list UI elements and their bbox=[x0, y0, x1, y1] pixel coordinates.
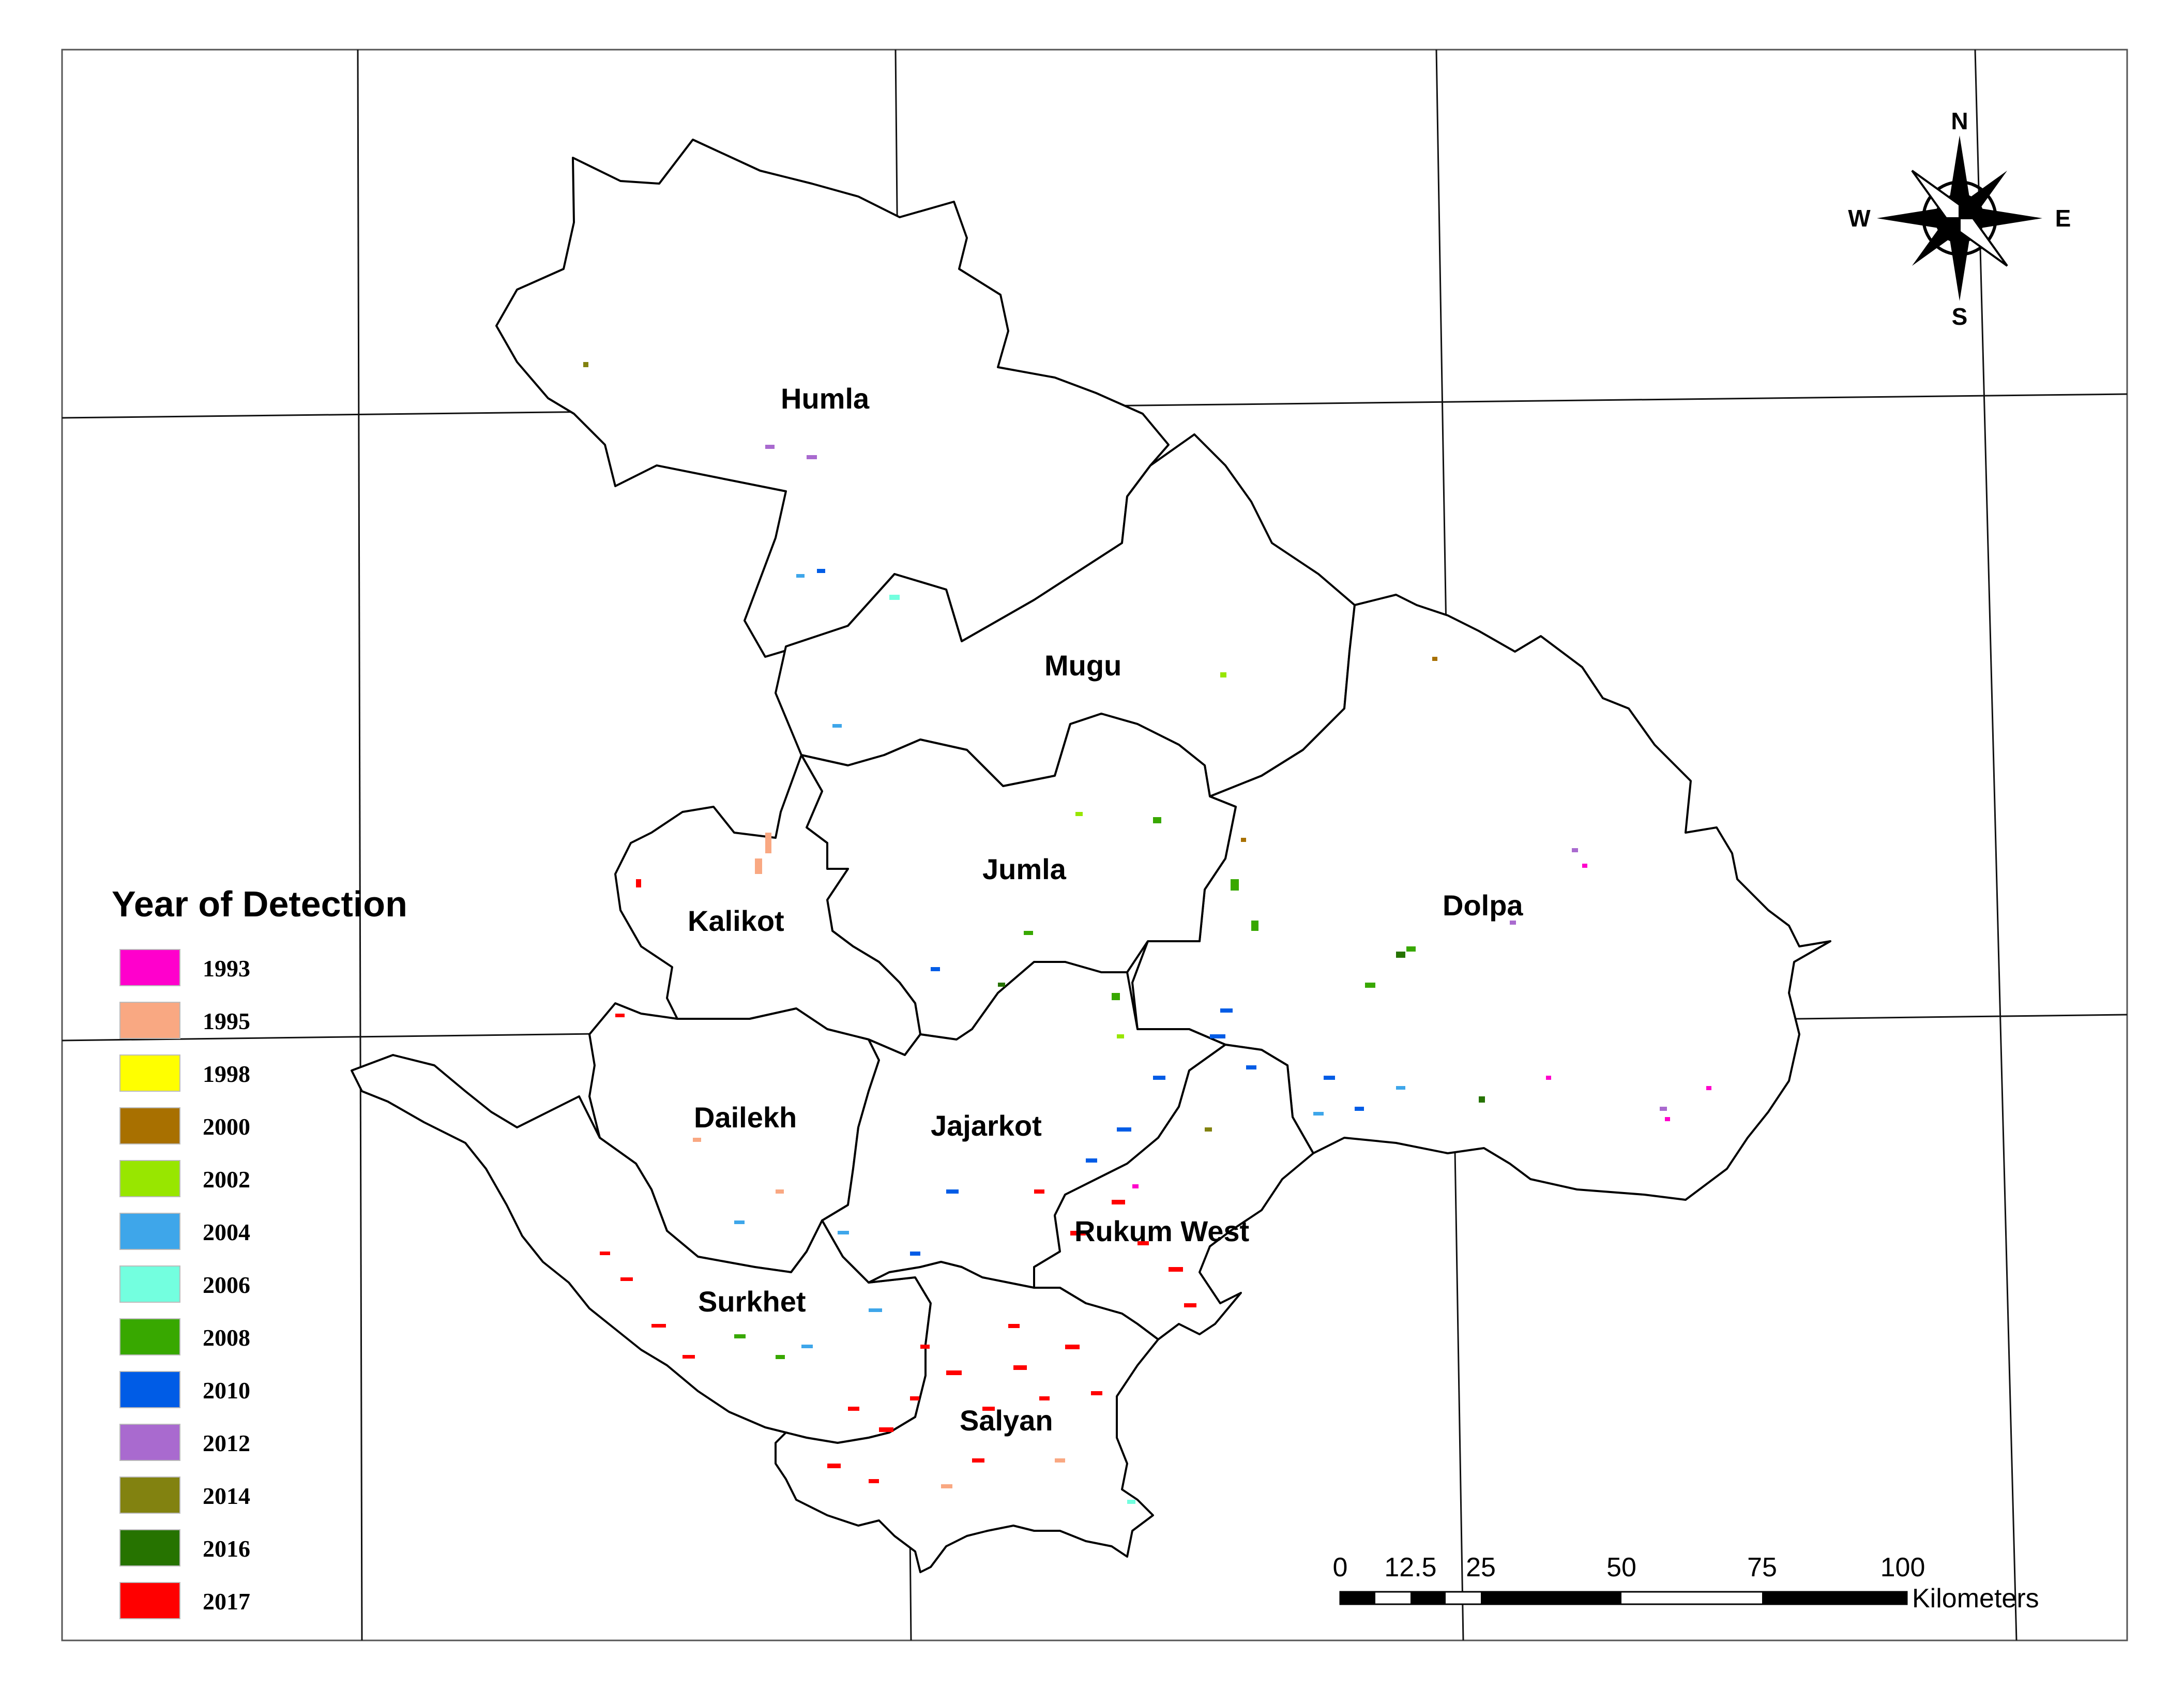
detections-2016 bbox=[998, 952, 1485, 1103]
legend-swatch-1995 bbox=[119, 1002, 180, 1039]
compass-label-w: W bbox=[1848, 205, 1871, 232]
legend-label-2000: 2000 bbox=[203, 1113, 250, 1140]
compass-point-w bbox=[1877, 207, 1960, 230]
legend-label-2010: 2010 bbox=[203, 1377, 250, 1404]
legend-swatch-1993 bbox=[119, 949, 180, 986]
legend-label-2008: 2008 bbox=[203, 1324, 250, 1351]
legend: Year of Detection 1993 1995 1998 2000 2002 20… bbox=[112, 884, 407, 1619]
compass-label-e: E bbox=[2055, 205, 2071, 232]
district-label-rukum-west: Rukum West bbox=[1074, 1215, 1249, 1247]
legend-items: 1993 1995 1998 2000 2002 2004 2006 2008 2010 2012… bbox=[119, 949, 250, 1619]
detections-2017 bbox=[600, 879, 1196, 1483]
compass-label-n: N bbox=[1951, 108, 1968, 134]
detections-2012 bbox=[765, 445, 1667, 1111]
scale-unit-label: Kilometers bbox=[1912, 1584, 2039, 1614]
compass-point-e bbox=[1960, 207, 2042, 230]
legend-swatch-2004 bbox=[119, 1213, 180, 1250]
district-label-dolpa: Dolpa bbox=[1443, 889, 1523, 922]
detections-2000 bbox=[1241, 657, 1437, 842]
detections-2014 bbox=[583, 362, 1212, 1132]
legend-swatch-2006 bbox=[119, 1265, 180, 1303]
legend-title: Year of Detection bbox=[112, 884, 407, 924]
detections-2004 bbox=[734, 574, 1405, 1348]
scale-tick-label: 50 bbox=[1606, 1553, 1636, 1583]
detections-1993 bbox=[1132, 864, 1711, 1188]
legend-label-2017: 2017 bbox=[203, 1588, 250, 1615]
scale-bar: 0 12.5 25 50 75 100 Kilometers bbox=[1333, 1553, 2039, 1614]
scale-tick-label: 75 bbox=[1747, 1553, 1777, 1583]
legend-swatch-2014 bbox=[119, 1476, 180, 1514]
legend-label-2014: 2014 bbox=[203, 1483, 250, 1509]
district-label-kalikot: Kalikot bbox=[688, 905, 784, 937]
district-dolpa bbox=[1131, 594, 1831, 1201]
district-salyan bbox=[775, 1261, 1159, 1573]
scale-tick-label: 12.5 bbox=[1384, 1553, 1436, 1583]
district-labels: Humla Mugu Jumla Dolpa Kalikot Dailekh J… bbox=[688, 382, 1523, 1437]
legend-label-2012: 2012 bbox=[203, 1430, 250, 1456]
legend-swatch-2017 bbox=[119, 1582, 180, 1619]
district-label-jumla: Jumla bbox=[982, 853, 1067, 885]
district-label-jajarkot: Jajarkot bbox=[931, 1109, 1042, 1142]
district-boundaries bbox=[351, 139, 1831, 1573]
legend-label-2006: 2006 bbox=[203, 1272, 250, 1298]
compass-point-s bbox=[1948, 218, 1971, 301]
detections-2006 bbox=[889, 595, 1135, 1504]
district-label-mugu: Mugu bbox=[1044, 649, 1121, 682]
legend-label-2016: 2016 bbox=[203, 1535, 250, 1562]
legend-swatch-1998 bbox=[119, 1054, 180, 1092]
compass-point-n bbox=[1948, 135, 1971, 218]
compass-point-ne bbox=[1960, 171, 2007, 218]
legend-label-1993: 1993 bbox=[203, 955, 250, 982]
district-label-salyan: Salyan bbox=[960, 1404, 1053, 1437]
map-neatline bbox=[61, 49, 2128, 1641]
scale-tick-label: 25 bbox=[1466, 1553, 1496, 1583]
legend-swatch-2008 bbox=[119, 1318, 180, 1355]
scale-tick-label: 100 bbox=[1880, 1553, 1925, 1583]
legend-label-1998: 1998 bbox=[203, 1061, 250, 1087]
detections-2008 bbox=[734, 817, 1416, 1359]
legend-swatch-2000 bbox=[119, 1107, 180, 1144]
compass-point-sw bbox=[1912, 218, 1960, 266]
scale-bar-segment bbox=[1340, 1592, 1375, 1604]
legend-swatch-2010 bbox=[119, 1371, 180, 1408]
north-arrow: N S E W bbox=[1848, 108, 2071, 330]
legend-swatch-2012 bbox=[119, 1424, 180, 1461]
detection-pixels bbox=[583, 362, 1711, 1504]
scale-bar-segment bbox=[1410, 1592, 1446, 1604]
district-label-humla: Humla bbox=[781, 382, 870, 415]
compass-label-s: S bbox=[1952, 303, 1968, 330]
detections-2010 bbox=[817, 569, 1364, 1256]
district-label-surkhet: Surkhet bbox=[698, 1285, 806, 1318]
scale-tick-label: 0 bbox=[1333, 1553, 1348, 1583]
legend-swatch-2002 bbox=[119, 1160, 180, 1197]
scale-bar-segment bbox=[1481, 1592, 1621, 1604]
legend-label-2002: 2002 bbox=[203, 1166, 250, 1193]
legend-swatch-2016 bbox=[119, 1529, 180, 1566]
legend-label-2004: 2004 bbox=[203, 1219, 250, 1245]
district-label-dailekh: Dailekh bbox=[694, 1101, 797, 1134]
scale-bar-segment bbox=[1762, 1592, 1907, 1604]
legend-label-1995: 1995 bbox=[203, 1008, 250, 1034]
detections-1995 bbox=[693, 833, 1065, 1488]
detections-2002 bbox=[1075, 672, 1226, 1038]
